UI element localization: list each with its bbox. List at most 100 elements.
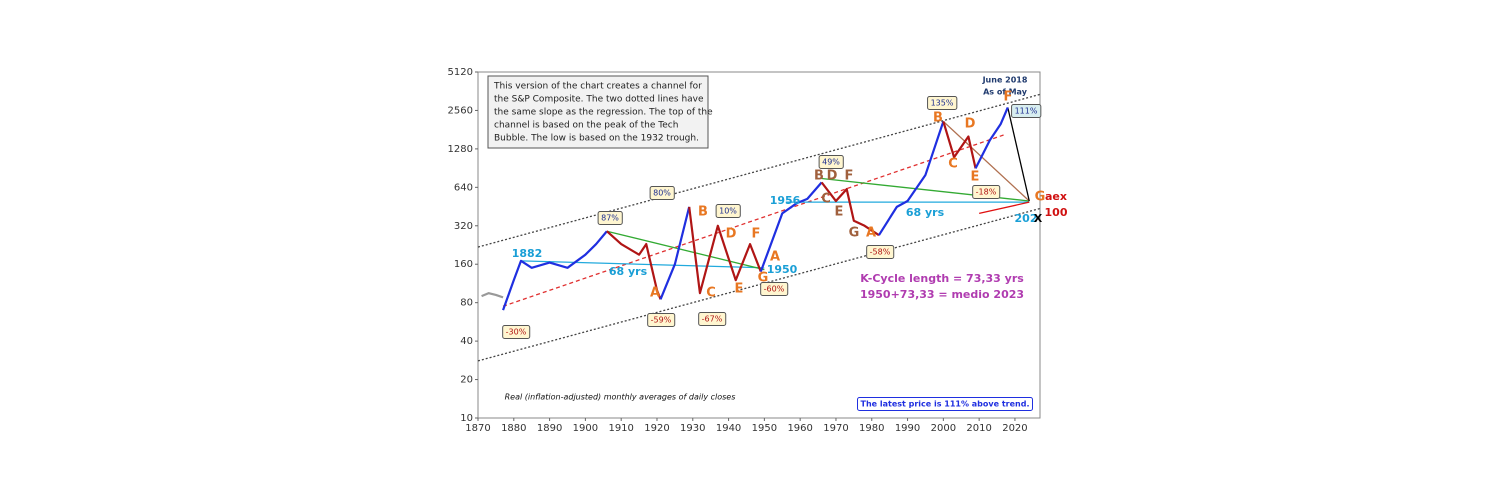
reference-line	[477, 207, 1041, 362]
note-box: This version of the chart creates a chan…	[487, 75, 713, 149]
reference-line	[606, 230, 765, 271]
label-box	[597, 211, 623, 225]
x-tick-label: 2010	[966, 423, 991, 434]
price-line	[820, 181, 880, 237]
price-line	[659, 206, 691, 300]
annotation: A	[770, 250, 780, 265]
annotation: 1950	[767, 263, 798, 276]
label-box	[760, 282, 789, 296]
annotation: 135%	[931, 99, 954, 108]
price-line	[688, 206, 762, 295]
annotation: E	[735, 282, 744, 297]
annotation: B	[933, 111, 943, 126]
x-tick-label: 2020	[1002, 423, 1027, 434]
price-line	[502, 230, 608, 311]
label-box	[866, 245, 895, 259]
x-tick-label: 1920	[644, 423, 669, 434]
annotation: 1950+73,33 = medio 2023	[860, 288, 1024, 301]
y-tick-label: 10	[460, 413, 473, 424]
annotation: 80%	[653, 189, 671, 198]
x-tick-label: 1960	[787, 423, 812, 434]
annotation: F	[1004, 90, 1013, 105]
note-line: channel is based on the peak of the Tech	[494, 121, 678, 131]
x-tick-label: 1950	[752, 423, 777, 434]
annotation: -58%	[870, 248, 891, 257]
annotation: 202	[1015, 212, 1038, 225]
x-tick-label: 1880	[501, 423, 526, 434]
annotation: A	[650, 286, 660, 301]
label-box	[502, 325, 531, 339]
y-tick-label: 640	[454, 182, 473, 193]
annotation: The latest price is 111% above trend.	[861, 400, 1030, 409]
label-box	[972, 185, 1001, 199]
x-tick-label: 1940	[716, 423, 741, 434]
annotation: 10%	[719, 207, 737, 216]
note-background	[487, 75, 709, 149]
annotation: 1882	[512, 247, 543, 260]
annotation: F	[752, 227, 761, 242]
annotation: 68 yrs	[609, 265, 648, 278]
x-tick-label: 1890	[537, 423, 562, 434]
y-tick-label: 160	[454, 259, 473, 270]
note-line: This version of the chart creates a chan…	[493, 82, 702, 92]
label-box	[649, 186, 675, 200]
annotation: D	[726, 227, 737, 242]
annotation: aex	[1045, 190, 1067, 203]
annotation: 49%	[822, 158, 840, 167]
annotation: -67%	[702, 315, 723, 324]
note-line: the S&P Composite. The two dotted lines …	[494, 95, 704, 105]
annotation: F	[845, 169, 854, 184]
reference-line	[942, 120, 1030, 202]
price-line	[481, 292, 504, 299]
annotation: 1956	[770, 194, 801, 207]
annotation: -59%	[651, 316, 672, 325]
annotation: C	[948, 157, 958, 172]
price-line	[877, 121, 945, 236]
label-box	[927, 96, 958, 110]
annotation: As of May	[983, 88, 1028, 97]
label-box	[857, 397, 1033, 411]
annotation: -30%	[506, 328, 527, 337]
x-tick-label: 1980	[859, 423, 884, 434]
reference-line	[1007, 107, 1030, 202]
reference-line	[520, 260, 765, 269]
price-line	[759, 181, 823, 273]
note-line: Bubble. The low is based on the 1932 tro…	[494, 134, 699, 144]
annotation: 87%	[601, 214, 619, 223]
annotation: E	[971, 170, 980, 185]
y-tick-label: 40	[460, 336, 473, 347]
annotation: June 2018	[982, 76, 1028, 85]
x-tick-label: 2000	[931, 423, 956, 434]
reference-line	[502, 134, 1005, 307]
y-tick-label: 80	[460, 298, 473, 309]
price-line	[974, 107, 1009, 169]
annotation: B	[698, 205, 708, 220]
reference-line	[477, 93, 1041, 248]
price-line	[606, 230, 662, 300]
annotation: B	[814, 169, 824, 184]
x-tick-label: 1930	[680, 423, 705, 434]
label-box	[1011, 104, 1042, 118]
annotation: A	[866, 226, 876, 241]
x-tick-label: 1910	[608, 423, 633, 434]
y-tick-label: 5120	[448, 67, 473, 78]
y-tick-label: 20	[460, 375, 473, 386]
annotation: Real (inflation-adjusted) monthly averag…	[505, 393, 736, 402]
label-box	[698, 312, 727, 326]
annotation: -60%	[764, 285, 785, 294]
x-tick-label: 1970	[823, 423, 848, 434]
annotation: X	[1034, 212, 1043, 225]
annotation: D	[965, 117, 976, 132]
annotation: C	[821, 192, 831, 207]
annotation: -18%	[976, 188, 997, 197]
annotation: G	[1035, 190, 1046, 205]
reference-line	[979, 201, 1030, 215]
annotation: G	[758, 271, 769, 286]
annotation: C	[706, 286, 716, 301]
y-tick-label: 2560	[448, 105, 473, 116]
annotation: E	[835, 205, 844, 220]
x-tick-label: 1870	[465, 423, 490, 434]
annotation: 100	[1045, 206, 1068, 219]
